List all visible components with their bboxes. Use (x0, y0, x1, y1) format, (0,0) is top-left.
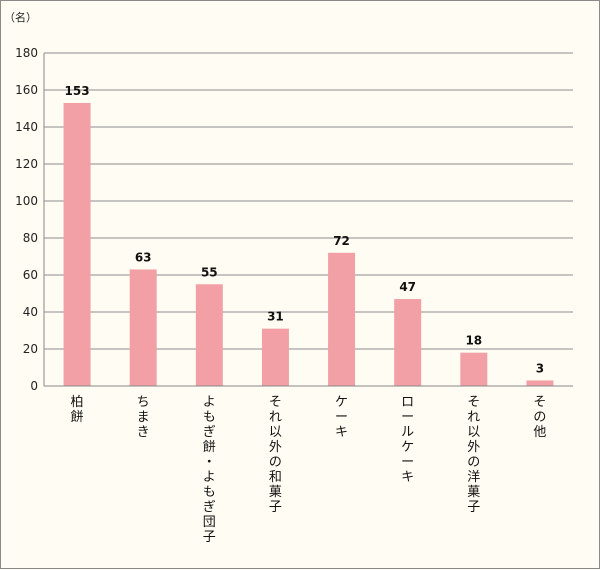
data-label: 72 (333, 234, 350, 248)
bar (195, 284, 223, 386)
bar (129, 269, 157, 386)
bar (261, 328, 289, 386)
y-tick-label: 160 (15, 83, 38, 97)
x-tick-label: その他 (533, 395, 546, 440)
x-tick-label: それ以外の洋菓子 (467, 395, 480, 515)
y-tick-label: 40 (23, 305, 38, 319)
data-label: 31 (267, 310, 284, 324)
bar (526, 380, 554, 386)
y-tick-label: 0 (30, 379, 38, 393)
x-tick-label: それ以外の和菓子 (269, 395, 282, 515)
data-label: 3 (536, 361, 544, 375)
x-tick-label: 柏餅 (71, 395, 84, 425)
bars (63, 102, 554, 386)
data-label: 55 (201, 265, 218, 279)
bar (460, 352, 488, 386)
x-tick-label: ケーキ (335, 395, 348, 440)
unit-label: （名） (4, 10, 37, 24)
x-tick-label: ちまき (137, 395, 150, 440)
category-labels: 柏餅 ちまき よもぎ餅・よもぎ団子 それ以外の和菓子 ケーキ ロールケーキ それ以外の洋菓子… (71, 395, 547, 545)
y-tick-label: 20 (23, 342, 38, 356)
x-tick-label: よもぎ餅・よもぎ団子 (203, 395, 216, 545)
y-tick-label: 140 (15, 120, 38, 134)
y-axis-ticks: 0 20 40 60 80 100 120 140 160 180 (15, 46, 38, 393)
y-tick-label: 60 (23, 268, 38, 282)
bar (328, 252, 356, 386)
x-tick-label: ロールケーキ (401, 395, 414, 485)
gridlines (44, 52, 573, 350)
y-tick-label: 180 (15, 46, 38, 60)
value-labels: 153 63 55 31 72 47 18 3 (65, 84, 545, 376)
bar (63, 102, 91, 386)
data-label: 18 (465, 334, 482, 348)
bar (394, 299, 422, 386)
y-tick-label: 100 (15, 194, 38, 208)
data-label: 47 (399, 280, 416, 294)
data-label: 63 (135, 250, 152, 264)
y-tick-label: 120 (15, 157, 38, 171)
data-label: 153 (65, 84, 90, 98)
y-tick-label: 80 (23, 231, 38, 245)
